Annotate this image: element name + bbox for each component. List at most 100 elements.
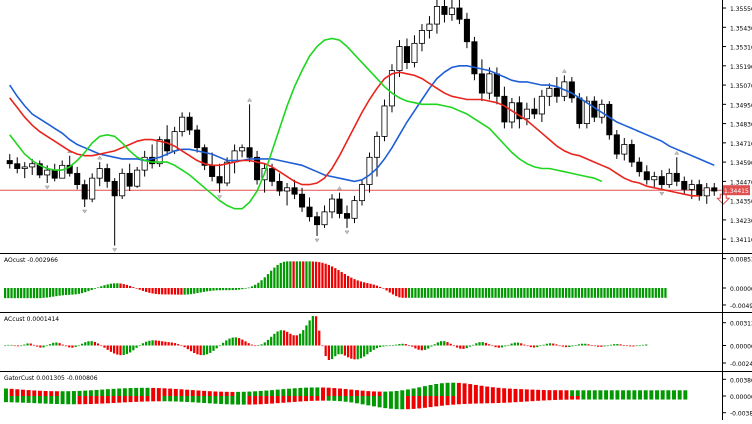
gator-upper-bar bbox=[122, 388, 127, 396]
indicator-bar bbox=[254, 345, 257, 347]
gator-upper-bar bbox=[207, 391, 212, 396]
indicator-bar bbox=[145, 288, 148, 292]
gator-lower-bar bbox=[270, 396, 275, 404]
indicator-bar bbox=[353, 279, 356, 289]
candle bbox=[343, 205, 351, 228]
fractal-up-marker bbox=[97, 155, 103, 160]
gator-tick-label: -0.003800 bbox=[730, 411, 752, 418]
indicator-bar bbox=[366, 345, 369, 355]
indicator-bar bbox=[552, 288, 555, 298]
alligator-lips-line bbox=[9, 37, 603, 210]
indicator-bar bbox=[90, 341, 93, 346]
indicator-bar bbox=[260, 344, 263, 346]
gator-lower-bar bbox=[626, 396, 631, 400]
gator-upper-bar bbox=[519, 389, 524, 396]
gator-upper-bar bbox=[672, 390, 676, 396]
indicator-bar bbox=[122, 345, 125, 356]
candle bbox=[703, 182, 710, 204]
candle-body bbox=[269, 168, 276, 182]
indicator-bar bbox=[80, 288, 84, 294]
gator-upper-bar bbox=[434, 383, 439, 396]
ao-indicator-pane[interactable]: AOcust -0.002966 0.008536 0.000000 -0.00493… bbox=[4, 257, 752, 310]
indicator-bar bbox=[542, 344, 545, 346]
indicator-bar bbox=[430, 345, 433, 347]
candle-body bbox=[29, 163, 36, 168]
gator-lower-bar bbox=[513, 396, 518, 403]
indicator-bar bbox=[436, 342, 439, 346]
indicator-tick-label: -0.0024114 bbox=[730, 361, 752, 368]
indicator-bar bbox=[411, 345, 414, 347]
candle-body bbox=[381, 105, 388, 137]
indicator-bar bbox=[282, 261, 286, 289]
indicator-bar bbox=[593, 345, 597, 347]
indicator-bar bbox=[119, 283, 122, 289]
indicator-bar bbox=[580, 343, 584, 346]
indicator-bar bbox=[215, 345, 218, 349]
gator-upper-bar bbox=[100, 389, 105, 396]
candle bbox=[448, 0, 455, 21]
gator-lower-bar bbox=[253, 396, 258, 405]
indicator-bar bbox=[263, 277, 266, 289]
gator-upper-bar bbox=[609, 390, 614, 396]
candle-body bbox=[149, 156, 156, 165]
gator-lower-bar bbox=[428, 396, 433, 408]
indicator-bar bbox=[407, 345, 411, 346]
candle bbox=[21, 162, 28, 179]
gator-lower-bar bbox=[332, 396, 337, 401]
indicator-bar bbox=[510, 288, 513, 298]
indicator-bar bbox=[455, 288, 459, 298]
gator-upper-bar bbox=[456, 382, 461, 396]
indicator-bar bbox=[205, 288, 209, 292]
indicator-bar bbox=[135, 345, 138, 348]
gator-lower-bar bbox=[660, 396, 665, 400]
gator-lower-bar bbox=[100, 396, 105, 404]
main-price-pane[interactable]: 1.35550 1.35430 1.35310 1.35190 1.35070 1.349… bbox=[0, 0, 752, 253]
gator-lower-bar bbox=[190, 396, 195, 403]
indicator-bar bbox=[23, 344, 26, 346]
indicator-bar bbox=[26, 288, 29, 299]
gator-upper-bar bbox=[60, 391, 65, 396]
gator-upper-bar bbox=[196, 390, 201, 396]
candle bbox=[531, 97, 538, 119]
indicator-bar bbox=[68, 345, 71, 348]
indicator-bar bbox=[276, 331, 279, 346]
fractal-down-marker bbox=[82, 209, 88, 214]
indicator-bar bbox=[183, 345, 186, 348]
indicator-bar bbox=[167, 342, 170, 346]
candle-body bbox=[201, 147, 208, 166]
indicator-bar bbox=[157, 340, 161, 346]
gator-lower-bar bbox=[547, 396, 552, 401]
indicator-bar bbox=[561, 345, 564, 347]
gator-lower-bar bbox=[468, 396, 473, 404]
indicator-bar bbox=[324, 345, 327, 357]
gator-lower-bar bbox=[151, 396, 156, 402]
gator-lower-bar bbox=[94, 396, 99, 404]
indicator-tick-label: 0.000000 bbox=[730, 286, 752, 293]
indicator-bar bbox=[177, 344, 180, 346]
gator-upper-bar bbox=[490, 387, 495, 396]
gator-upper-bar bbox=[49, 391, 54, 396]
gator-lower-bar bbox=[20, 396, 25, 403]
ac-indicator-pane[interactable]: ACcust 0.0001414 0.0031382 0.0000000 -0.002… bbox=[4, 316, 752, 368]
indicator-bar bbox=[526, 345, 529, 347]
indicator-bar bbox=[55, 288, 58, 297]
indicator-tick-label: 0.008536 bbox=[730, 257, 752, 264]
gator-upper-bar bbox=[530, 389, 535, 396]
indicator-bar bbox=[372, 284, 375, 289]
indicator-bar bbox=[606, 288, 609, 298]
candle-body bbox=[463, 18, 470, 43]
candle-body bbox=[613, 134, 620, 155]
indicator-bar bbox=[504, 345, 507, 347]
candle bbox=[186, 112, 193, 135]
gator-indicator-pane[interactable]: GatorCust 0.001305 -0.000806 0.003800 0.00… bbox=[4, 375, 752, 418]
indicator-bar bbox=[494, 288, 497, 298]
indicator-bar bbox=[84, 288, 87, 293]
indicator-bar bbox=[484, 342, 488, 346]
indicator-bar bbox=[587, 288, 590, 298]
candle-body bbox=[553, 87, 560, 97]
gator-lower-bar bbox=[139, 396, 144, 402]
gator-upper-bar bbox=[304, 387, 309, 396]
candle-body bbox=[456, 7, 463, 20]
gator-upper-bar bbox=[621, 390, 626, 396]
